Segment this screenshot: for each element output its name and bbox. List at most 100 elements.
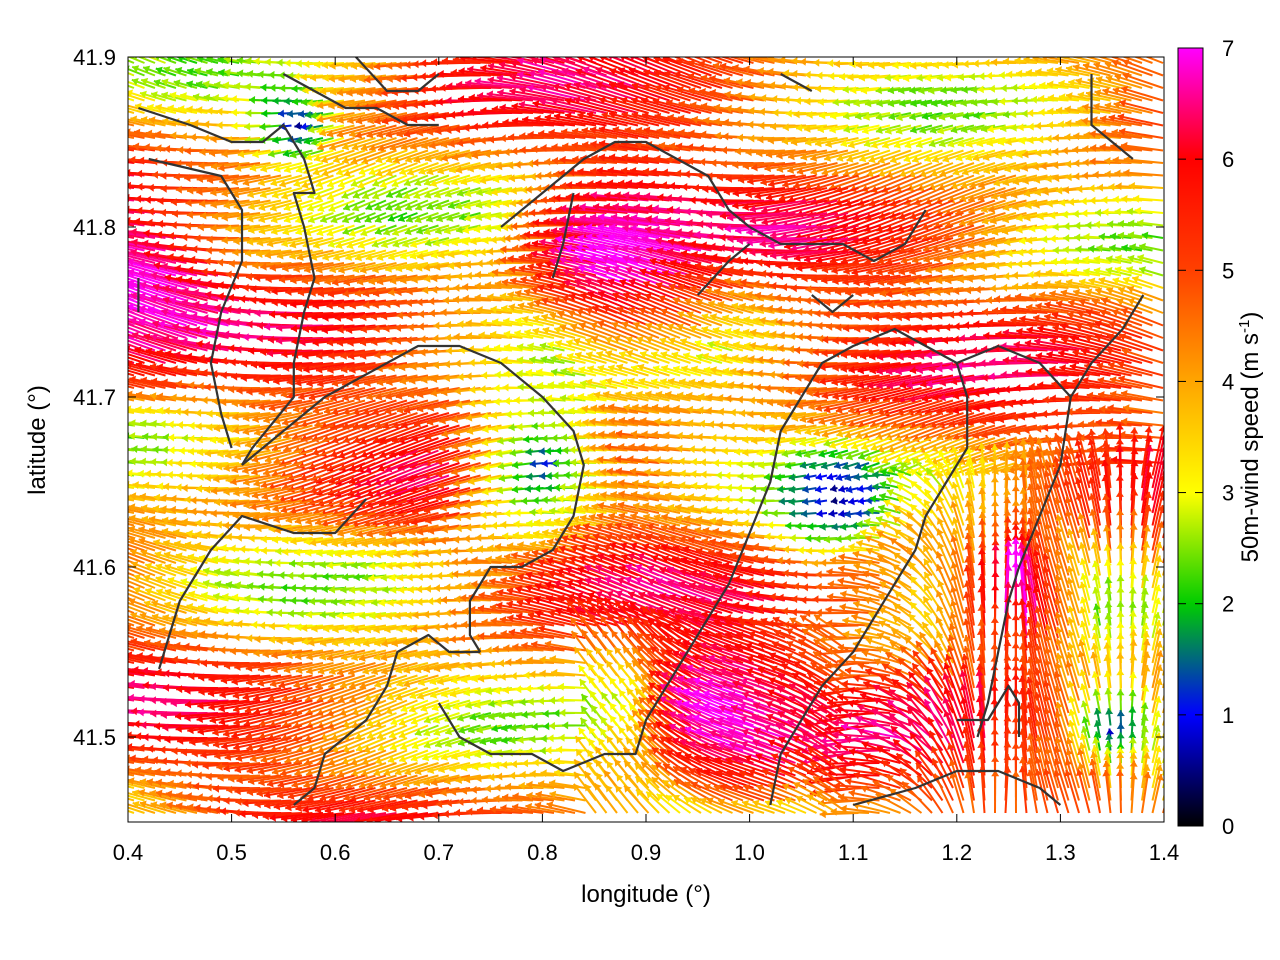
wind-vector bbox=[564, 98, 618, 114]
wind-vector-head bbox=[107, 278, 114, 286]
wind-vector-head bbox=[767, 136, 774, 145]
wind-vector-head bbox=[404, 60, 411, 69]
wind-vector-head bbox=[736, 78, 743, 87]
wind-vector-head bbox=[855, 61, 863, 69]
wind-vector bbox=[452, 58, 502, 64]
wind-vector-head bbox=[571, 127, 579, 136]
wind-vector-head bbox=[953, 322, 960, 331]
wind-vector-head bbox=[532, 44, 539, 52]
wind-vector-head bbox=[863, 139, 871, 148]
wind-vector-head bbox=[667, 45, 674, 53]
wind-vector-head bbox=[679, 46, 686, 54]
wind-vector bbox=[1083, 133, 1122, 139]
wind-vector-head bbox=[805, 321, 812, 329]
wind-vector-head bbox=[586, 111, 594, 119]
wind-vector-head bbox=[401, 116, 408, 124]
wind-vector bbox=[384, 99, 429, 109]
wind-vector-head bbox=[804, 124, 811, 133]
wind-vector-head bbox=[1052, 133, 1059, 142]
wind-vector bbox=[608, 112, 660, 127]
wind-vector-head bbox=[1064, 133, 1071, 142]
wind-vector-head bbox=[1039, 81, 1046, 90]
wind-vector-head bbox=[876, 126, 883, 134]
wind-vector-head bbox=[1045, 134, 1052, 143]
wind-vector bbox=[1102, 89, 1143, 102]
wind-vector-head bbox=[293, 72, 300, 81]
wind-vector bbox=[128, 59, 135, 64]
wind-vector-head bbox=[216, 121, 223, 130]
wind-vector-head bbox=[77, 203, 83, 211]
wind-vector-head bbox=[617, 81, 625, 89]
wind-vector-head bbox=[157, 197, 164, 205]
wind-vector bbox=[532, 101, 586, 114]
wind-vector bbox=[329, 112, 366, 122]
wind-vector-head bbox=[1052, 223, 1059, 231]
wind-vector-head bbox=[386, 74, 393, 83]
wind-vector-head bbox=[806, 347, 813, 356]
wind-vector-head bbox=[276, 58, 283, 67]
wind-vector-head bbox=[235, 345, 242, 354]
wind-vector bbox=[456, 83, 513, 89]
wind-vector-head bbox=[957, 73, 965, 81]
wind-vector bbox=[678, 102, 723, 114]
wind-vector-head bbox=[1058, 93, 1066, 102]
wind-vector-head bbox=[1102, 208, 1109, 217]
wind-vector-head bbox=[799, 57, 806, 66]
wind-vector-head bbox=[916, 73, 923, 82]
wind-vector-head bbox=[527, 159, 534, 168]
wind-vector bbox=[336, 87, 376, 95]
wind-vector-head bbox=[378, 144, 385, 152]
wind-vector-head bbox=[459, 57, 466, 63]
wind-vector-head bbox=[920, 99, 928, 108]
wind-vector-head bbox=[910, 125, 918, 134]
wind-vector-head bbox=[329, 61, 336, 70]
wind-vector-head bbox=[114, 193, 120, 201]
wind-vector-head bbox=[573, 96, 581, 105]
wind-vector bbox=[1120, 86, 1164, 102]
wind-vector-head bbox=[1093, 61, 1101, 70]
wind-vector-head bbox=[1047, 94, 1055, 102]
wind-vector-head bbox=[376, 130, 384, 139]
wind-vector bbox=[128, 211, 135, 214]
wind-vector-head bbox=[221, 94, 228, 103]
wind-vector-head bbox=[870, 73, 877, 82]
wind-vector-head bbox=[78, 314, 85, 322]
wind-vector bbox=[610, 98, 660, 114]
wind-vector-head bbox=[998, 71, 1005, 80]
wind-vector-head bbox=[519, 132, 526, 140]
wind-vector-head bbox=[535, 184, 542, 193]
wind-vector-head bbox=[779, 82, 786, 91]
wind-vector-head bbox=[712, 62, 720, 71]
wind-vector-head bbox=[814, 309, 821, 318]
wind-vector-head bbox=[290, 150, 297, 159]
wind-vector-head bbox=[147, 207, 154, 216]
wind-vector-head bbox=[678, 128, 685, 137]
wind-vector-head bbox=[688, 129, 695, 138]
wind-vector-head bbox=[394, 74, 401, 83]
wind-vector-head bbox=[428, 297, 435, 306]
wind-vector-head bbox=[511, 147, 518, 156]
wind-vector-head bbox=[1005, 260, 1012, 269]
wind-vector-head bbox=[1047, 80, 1054, 89]
wind-vector-head bbox=[1117, 113, 1125, 122]
wind-vector-head bbox=[231, 108, 237, 117]
wind-vector bbox=[519, 88, 576, 102]
wind-vector-head bbox=[76, 245, 83, 253]
wind-vector-head bbox=[1114, 47, 1121, 55]
wind-vector-head bbox=[487, 247, 494, 256]
wind-vector-head bbox=[1006, 249, 1013, 258]
wind-vector-head bbox=[882, 141, 890, 149]
wind-vector-head bbox=[87, 313, 94, 320]
wind-vector bbox=[1133, 57, 1153, 64]
wind-vector bbox=[581, 128, 628, 139]
wind-vector-head bbox=[492, 119, 499, 128]
wind-vector-head bbox=[548, 128, 555, 137]
wind-vector-head bbox=[551, 97, 558, 106]
wind-vector-head bbox=[725, 104, 732, 113]
wind-vector bbox=[1111, 130, 1153, 139]
wind-vector-head bbox=[457, 320, 464, 329]
wind-vector bbox=[474, 79, 534, 89]
wind-vector-head bbox=[931, 99, 938, 108]
wind-vector-head bbox=[902, 61, 910, 70]
wind-vector-head bbox=[1119, 99, 1127, 108]
